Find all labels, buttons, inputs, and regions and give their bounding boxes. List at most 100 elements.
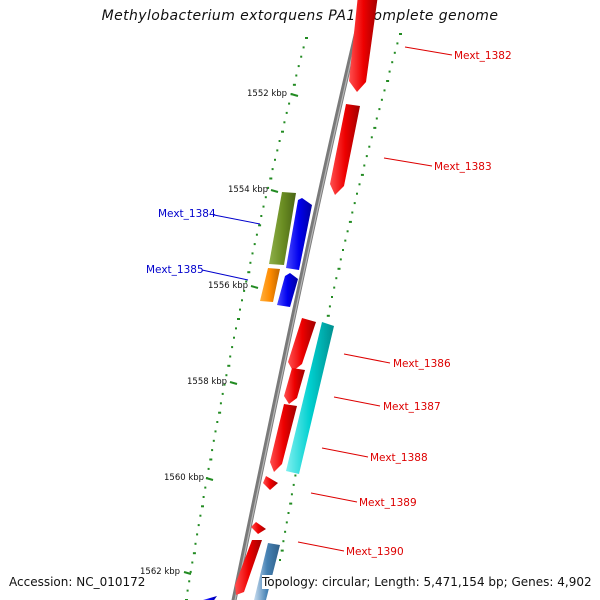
gene-mext-1390[interactable]	[251, 522, 266, 534]
tick-mark-1562	[183, 571, 192, 575]
label-mext-1386[interactable]: Mext_1386	[393, 358, 451, 370]
leader-mext-1390	[297, 541, 345, 552]
inner-tick-dot	[274, 158, 276, 161]
outer-tick-dot	[279, 559, 281, 561]
outer-tick-dot	[351, 211, 354, 214]
inner-tick-dot	[278, 140, 281, 142]
gene-mext-1385-reverse[interactable]	[277, 273, 298, 307]
gene-mext-1384[interactable]	[269, 192, 296, 265]
outer-tick-dot	[342, 249, 344, 251]
outer-tick-dot	[396, 42, 399, 45]
outer-tick-dot	[363, 164, 366, 167]
inner-tick-dot	[297, 65, 300, 68]
gene-mext-1383[interactable]	[330, 104, 360, 195]
inner-tick-dot	[209, 458, 213, 461]
outer-tick-dot	[353, 202, 356, 205]
outer-tick-dot	[380, 98, 383, 101]
outer-tick-dot	[337, 267, 341, 270]
inner-tick-dot	[212, 439, 215, 442]
gene-lower-red[interactable]	[235, 540, 262, 595]
gene-lower-blue[interactable]	[203, 596, 217, 600]
inner-tick-dot	[204, 486, 207, 489]
gene-mext-1388[interactable]	[270, 404, 297, 472]
label-mext-1384[interactable]: Mext_1384	[158, 208, 216, 220]
map-title: Methylobacterium extorquens PA1, complet…	[101, 8, 499, 24]
inner-tick-dot	[218, 411, 222, 414]
inner-tick-dot	[194, 542, 197, 545]
outer-tick-dot	[326, 314, 330, 317]
inner-tick-dot	[267, 186, 270, 189]
leader-mext-1387	[333, 396, 381, 407]
outer-tick-dot	[282, 540, 285, 543]
inner-tick-dot	[229, 355, 232, 358]
inner-tick-dot	[237, 318, 240, 320]
inner-tick-dot	[255, 233, 258, 236]
tick-label-1552: 1552 kbp	[247, 89, 287, 99]
inner-tick-dot	[199, 514, 202, 517]
label-mext-1387[interactable]: Mext_1387	[383, 401, 441, 413]
inner-tick-dot	[260, 215, 263, 217]
tick-mark-1552	[290, 93, 299, 97]
inner-tick-dot	[262, 205, 265, 208]
inner-tick-dot	[197, 524, 200, 527]
tick-label-1558: 1558 kbp	[187, 377, 227, 387]
gene-mext-1384-reverse[interactable]	[286, 198, 312, 270]
tick-mark-1560	[205, 477, 214, 481]
inner-tick-dot	[269, 177, 273, 180]
gene-lower-steelblue[interactable]	[254, 543, 280, 600]
label-mext-1389[interactable]: Mext_1389	[359, 497, 417, 509]
outer-tick-dot	[393, 51, 396, 54]
gene-mext-1385[interactable]	[260, 268, 280, 302]
gene-mext-1389[interactable]	[263, 476, 278, 490]
inner-tick-dot	[191, 561, 194, 564]
inner-tick-dot	[202, 496, 205, 498]
outer-tick-dot	[383, 89, 386, 92]
leader-mext-1382	[404, 46, 453, 56]
tick-mark-1554	[270, 189, 279, 193]
outer-tick-dot	[287, 512, 290, 514]
leader-mext-1389	[310, 492, 358, 503]
inner-tick-dot	[186, 589, 189, 592]
inner-tick-dot	[241, 299, 243, 302]
genome-backbone	[231, 0, 368, 600]
outer-tick-dot	[285, 521, 288, 524]
outer-tick-dot	[373, 126, 377, 129]
inner-tick-dot	[285, 111, 288, 114]
inner-tick-dot	[188, 580, 191, 583]
outer-tick-dot	[368, 145, 371, 148]
inner-tick-dot	[233, 336, 235, 339]
outer-tick-dot	[360, 173, 364, 176]
inner-tick-dot	[219, 402, 222, 405]
gene-mext-1382[interactable]	[349, 0, 378, 92]
gene-cyan-long[interactable]	[286, 322, 334, 474]
inner-tick-dot	[243, 289, 246, 292]
leader-mext-1385	[201, 269, 249, 281]
inner-tick-dot	[201, 505, 204, 508]
tick-label-1562: 1562 kbp	[140, 567, 180, 577]
inner-tick-dot	[189, 570, 192, 573]
label-mext-1383[interactable]: Mext_1383	[434, 161, 492, 173]
outer-tick-dot	[348, 220, 352, 223]
inner-tick-dot	[300, 55, 303, 58]
label-mext-1382[interactable]: Mext_1382	[454, 50, 512, 62]
inner-tick-dot	[276, 149, 279, 152]
label-mext-1390[interactable]: Mext_1390	[346, 546, 404, 558]
inner-tick-dot	[283, 121, 286, 124]
gene-mext-1387[interactable]	[284, 368, 305, 404]
inner-tick-dot	[231, 346, 234, 349]
inner-tick-dot	[288, 102, 291, 105]
gene-mext-1386[interactable]	[288, 318, 316, 371]
tick-label-1556: 1556 kbp	[208, 281, 248, 291]
outer-tick-dot	[378, 108, 381, 111]
leader-mext-1383	[383, 157, 433, 167]
outer-tick-dot	[386, 80, 390, 82]
inner-tick-dot	[196, 533, 199, 536]
outer-tick-dot	[399, 33, 402, 35]
label-mext-1385[interactable]: Mext_1385	[146, 264, 204, 276]
tick-mark-1558	[229, 381, 238, 385]
tick-label-1560: 1560 kbp	[164, 473, 204, 483]
outer-tick-dot	[339, 258, 342, 261]
outer-tick-dot	[375, 117, 378, 120]
label-mext-1388[interactable]: Mext_1388	[370, 452, 428, 464]
outer-tick-dot	[331, 296, 333, 298]
